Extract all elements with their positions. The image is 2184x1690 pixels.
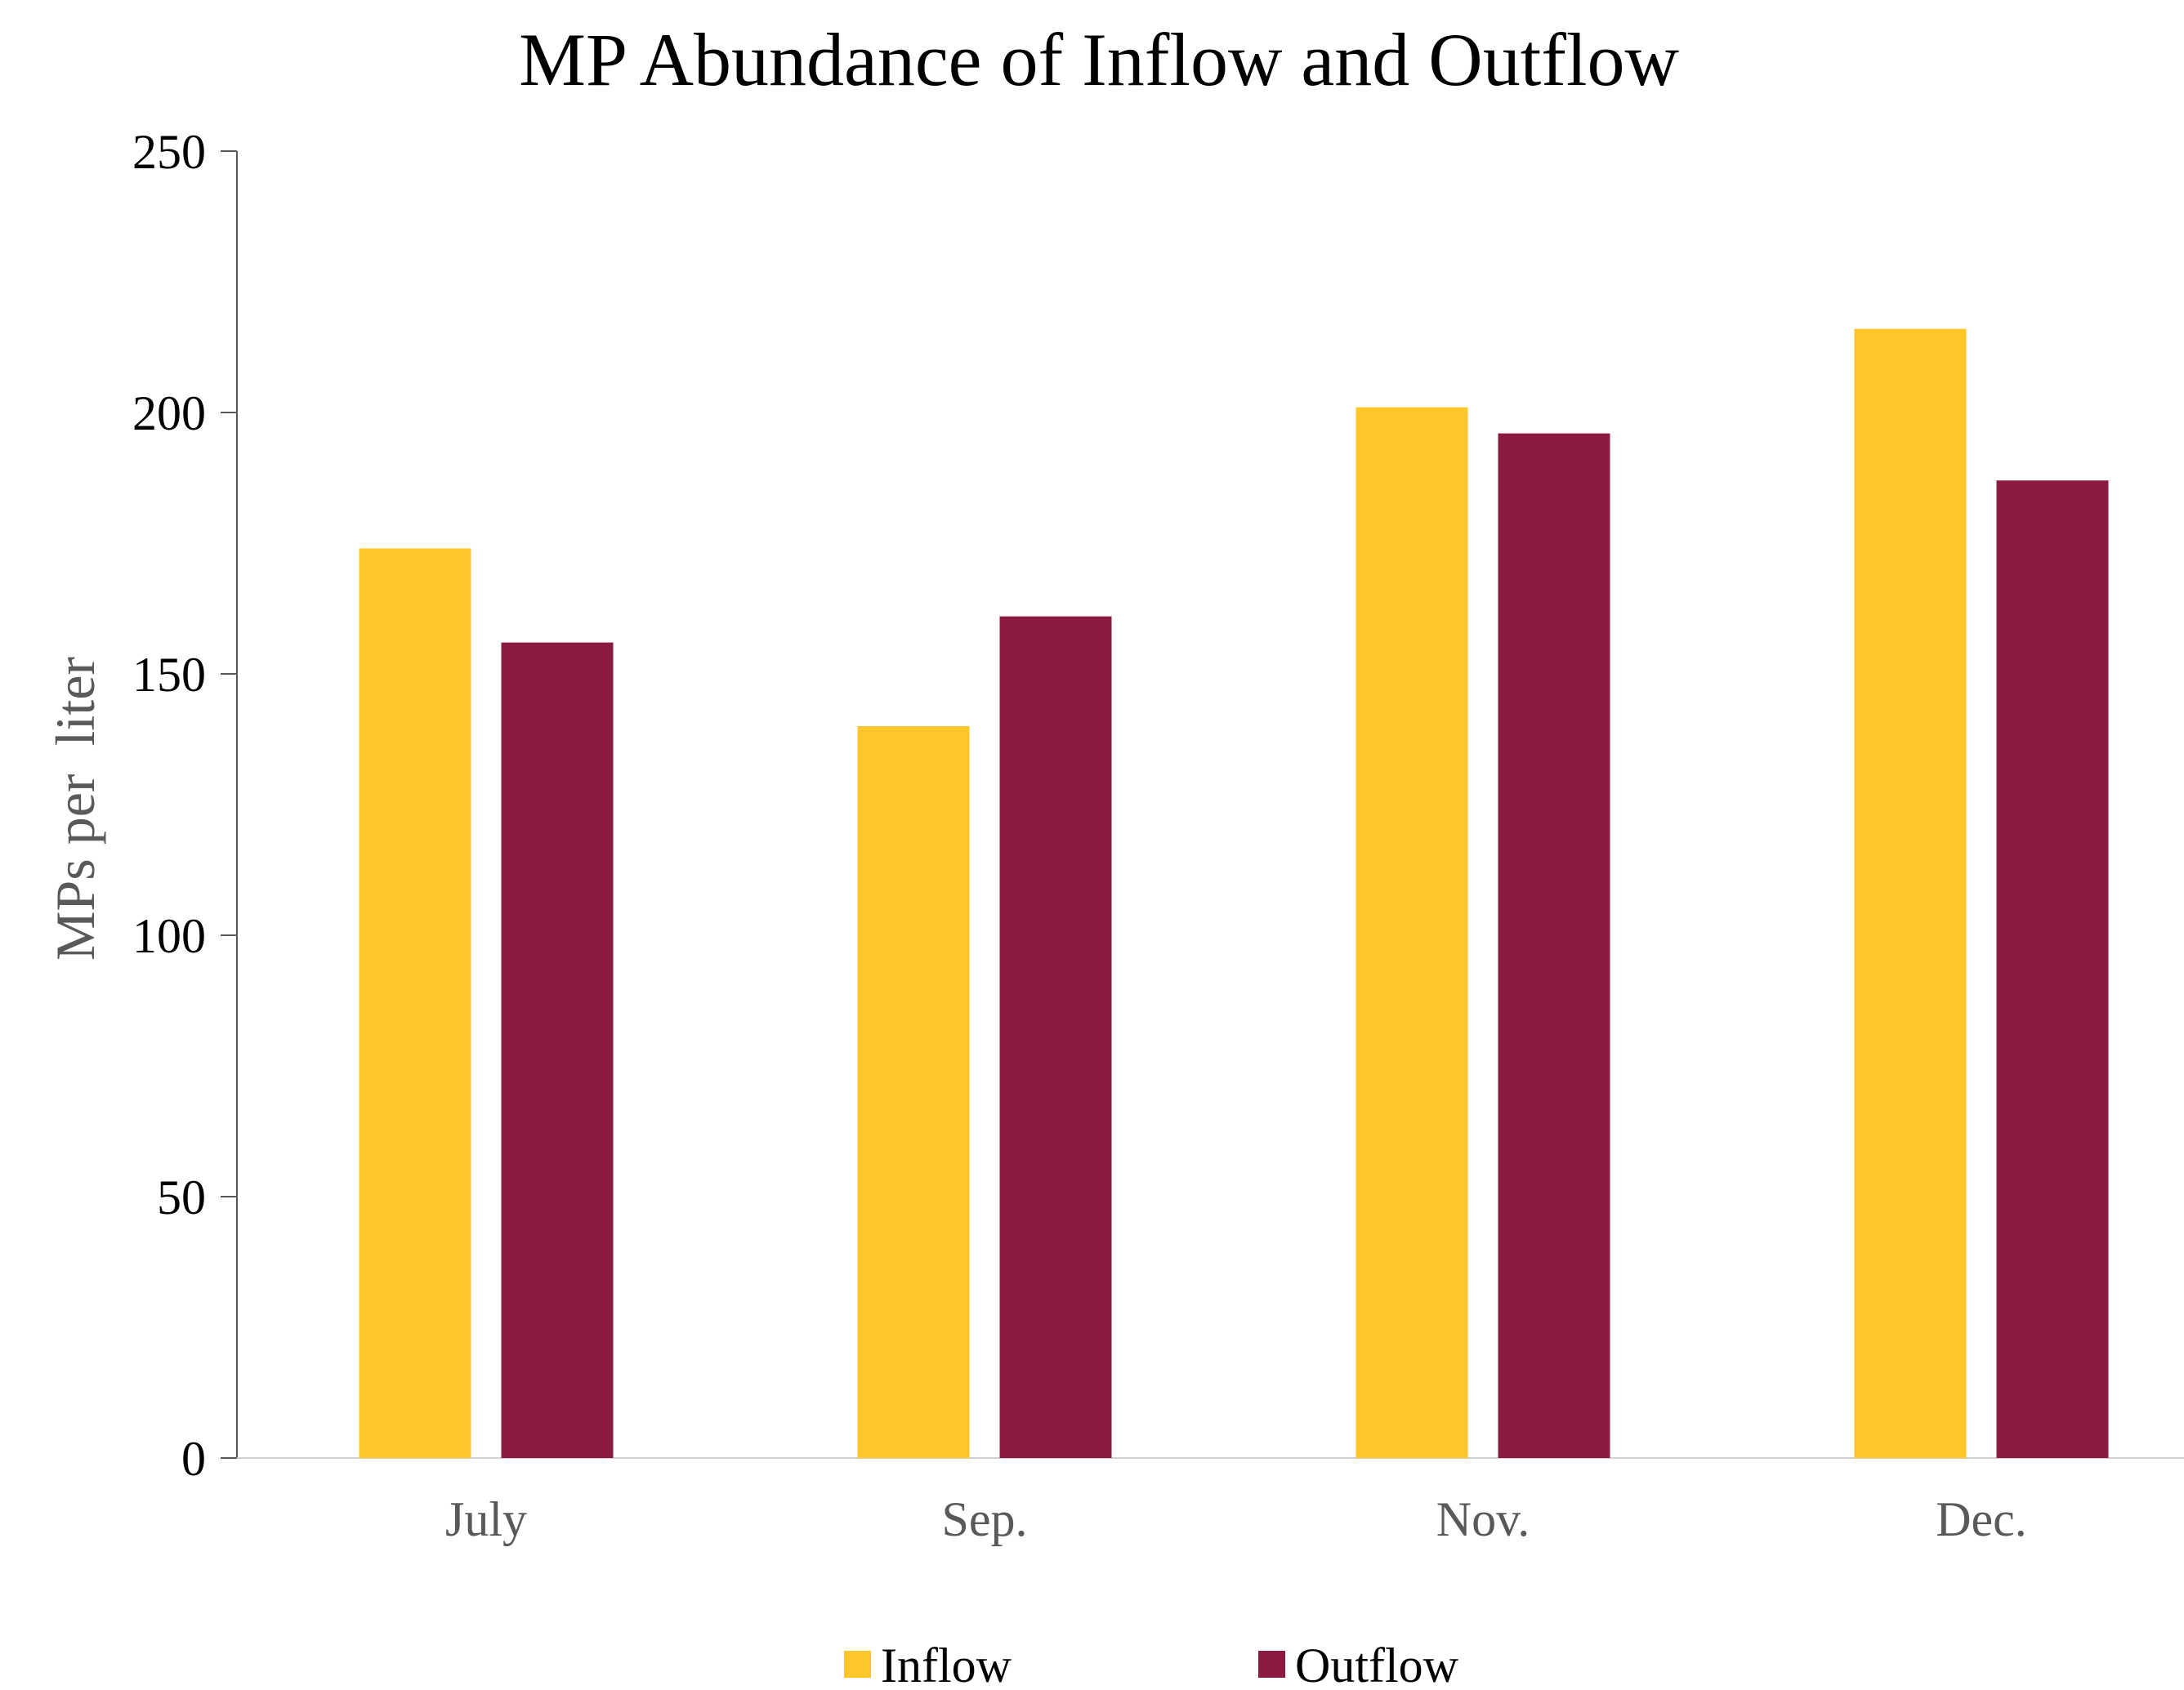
bar-outflow-1 — [999, 616, 1112, 1458]
bar-inflow-1 — [857, 726, 970, 1458]
x-tick-label: Nov. — [1436, 1492, 1530, 1546]
y-tick-label: 50 — [157, 1171, 206, 1224]
y-tick-label: 200 — [132, 386, 206, 440]
x-tick-label: Sep. — [942, 1492, 1028, 1546]
legend-label-inflow: Inflow — [881, 1639, 1012, 1690]
x-tick-label: Dec. — [1936, 1492, 2027, 1546]
bar-inflow-3 — [1854, 328, 1967, 1459]
bar-outflow-2 — [1498, 433, 1610, 1458]
x-axis-ticks: July Sep. Nov. Dec. — [445, 1492, 2027, 1546]
bar-outflow-3 — [1996, 480, 2109, 1459]
y-axis-label: MPs per liter — [44, 657, 106, 961]
chart-title: MP Abundance of Inflow and Outflow — [519, 18, 1679, 101]
legend-label-outflow: Outflow — [1295, 1639, 1459, 1690]
bar-outflow-0 — [501, 642, 614, 1458]
legend: Inflow Outflow — [844, 1639, 1459, 1690]
y-tick-label: 0 — [181, 1432, 206, 1486]
y-tick-label: 250 — [132, 125, 206, 179]
x-tick-label: July — [445, 1492, 527, 1546]
legend-swatch-inflow — [844, 1651, 871, 1678]
y-tick-label: 100 — [132, 909, 206, 963]
bar-inflow-0 — [359, 548, 471, 1458]
legend-swatch-outflow — [1258, 1651, 1285, 1678]
bars — [359, 328, 2109, 1459]
y-tick-label: 150 — [132, 648, 206, 702]
y-axis-ticks: 0 50 100 150 200 250 — [132, 125, 237, 1486]
bar-inflow-2 — [1356, 407, 1468, 1459]
